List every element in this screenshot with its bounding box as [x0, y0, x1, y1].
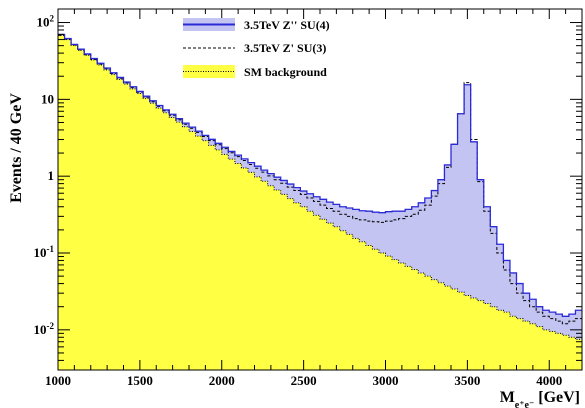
y-tick-label: 102: [37, 14, 55, 30]
x-axis-title-main: M: [500, 389, 515, 406]
y-tick-label: 10-1: [34, 244, 55, 260]
y-tick-label-base: 10: [34, 322, 47, 337]
y-tick-label-exponent: -2: [47, 321, 55, 331]
histogram-fills: [58, 34, 582, 371]
y-tick-label-exponent: -1: [47, 244, 55, 254]
legend-label-zp: 3.5TeV Z' SU(3): [244, 41, 326, 55]
x-axis-title-subscript: e⁺e⁻: [515, 400, 534, 408]
y-tick-label: 10-2: [34, 321, 55, 337]
y-tick-label-base: 1: [48, 168, 55, 183]
x-tick-label: 2500: [291, 373, 317, 388]
x-tick-label: 1500: [127, 373, 153, 388]
axis-ticks: [57, 9, 583, 371]
y-tick-label-base: 10: [37, 15, 50, 30]
legend: 3.5TeV Z'' SU(4) 3.5TeV Z' SU(3) SM back…: [183, 18, 330, 79]
x-tick-label: 3000: [373, 373, 399, 388]
zp-su3-line: [58, 34, 582, 325]
histogram-lines: [58, 33, 582, 340]
x-tick-label: 2000: [209, 373, 235, 388]
x-axis-title-unit: [GeV]: [534, 389, 580, 406]
y-tick-label: 10: [41, 91, 54, 106]
x-tick-label: 1000: [45, 373, 71, 388]
y-tick-label-base: 10: [41, 91, 54, 106]
tick-labels: 1000 1500 2000 2500 3000 3500 400010-210-11101…: [34, 14, 563, 388]
x-tick-label: 4000: [536, 373, 562, 388]
x-axis-title: Me⁺e⁻ [GeV]: [500, 389, 580, 408]
y-tick-label: 1: [48, 168, 55, 183]
y-axis-title: Events / 40 GeV: [8, 93, 25, 203]
x-tick-label: 3500: [454, 373, 480, 388]
zpp-su4-line: [58, 33, 582, 317]
legend-label-zpp: 3.5TeV Z'' SU(4): [244, 18, 330, 32]
y-tick-label-exponent: 2: [50, 14, 55, 24]
y-tick-label-base: 10: [34, 245, 47, 260]
legend-label-sm: SM background: [244, 65, 327, 79]
sm-background-fill: [58, 35, 582, 371]
